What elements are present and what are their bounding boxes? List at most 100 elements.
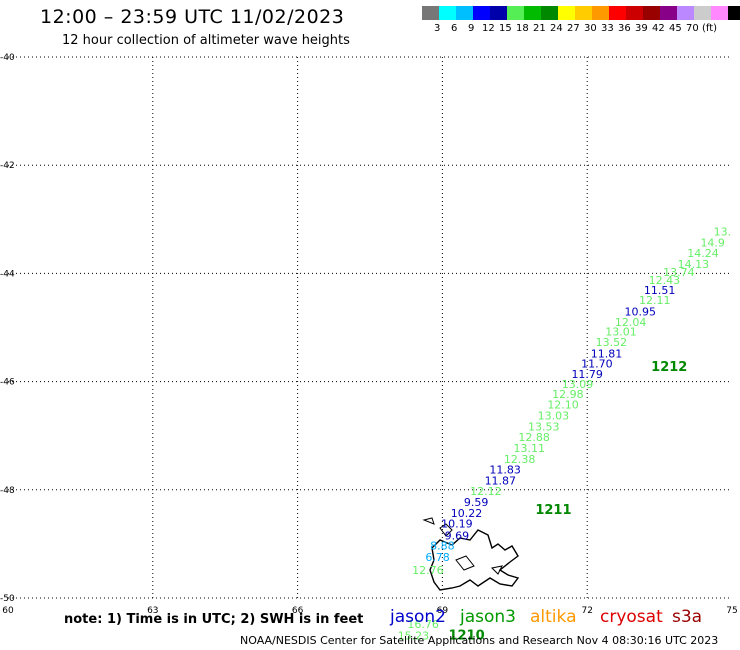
wave-height-labels: 13.14.914.2414.1313.7412.4311.5112.1110.… [398, 226, 731, 643]
wave-height-label: 8.88 [430, 539, 455, 552]
legend-tick-label: 70 [686, 23, 699, 34]
units-note: note: 1) Time is in UTC; 2) SWH is in fe… [64, 612, 364, 627]
island-detail [490, 565, 503, 575]
wave-height-label: 11.87 [485, 474, 517, 487]
wave-height-label: 11.81 [591, 347, 623, 360]
legend-tick-label: 21 [533, 23, 546, 34]
wave-height-label: 12.11 [639, 294, 671, 307]
kerguelen-island-outline [422, 517, 520, 591]
legend-tick-label: 33 [601, 23, 614, 34]
wave-height-label: 11.51 [644, 284, 676, 297]
wave-height-label: 12.76 [412, 564, 444, 577]
wave-height-label: 16.76 [407, 618, 439, 631]
wave-height-label: 12.12 [470, 485, 502, 498]
wave-height-label: 14.24 [687, 247, 719, 260]
lat-label: -46 [0, 378, 15, 388]
wave-height-label: 12.43 [649, 274, 681, 287]
wave-height-label: 13.01 [605, 326, 637, 339]
island-detail [439, 523, 453, 537]
lon-label: 60 [2, 606, 14, 616]
legend-swatch [524, 6, 541, 20]
legend-swatch [592, 6, 609, 20]
wave-height-label: 12.98 [552, 388, 584, 401]
lon-label: 63 [147, 606, 158, 616]
legend-tick-label: 15 [499, 23, 512, 34]
legend-tick-label: 27 [567, 23, 580, 34]
wave-height-label: 13.52 [596, 336, 628, 349]
legend-swatch [609, 6, 626, 20]
map-title: 12:00 – 23:59 UTC 11/02/2023 [40, 6, 345, 28]
wave-height-label: 14.9 [700, 236, 725, 249]
wave-height-label: 11.83 [489, 464, 521, 477]
legend-swatch [558, 6, 575, 20]
pass-time-label: 1211 [535, 503, 571, 518]
legend-tick-label: 12 [482, 23, 495, 34]
wave-height-label: 13.53 [528, 420, 560, 433]
legend-tick-label: 30 [584, 23, 597, 34]
wave-height-label: 11.79 [571, 368, 603, 381]
pass-time-label: 1210 [448, 629, 484, 644]
legend-tick-label: 42 [652, 23, 665, 34]
wave-height-label: 12.10 [547, 399, 579, 412]
legend-tick-label: 18 [516, 23, 529, 34]
wave-height-label: 9.69 [445, 530, 470, 543]
satellite-legend-cryosat: cryosat [600, 607, 663, 627]
satellite-legend-jason2: jason2 [390, 607, 446, 627]
legend-tick-label: 3 [434, 23, 441, 34]
lon-label: 75 [726, 606, 737, 616]
legend-swatch [575, 6, 592, 20]
legend-swatch [711, 6, 728, 20]
island-shape [429, 529, 520, 591]
legend-swatch [643, 6, 660, 20]
lon-label: 72 [581, 606, 592, 616]
legend-tick-label: 6 [451, 23, 458, 34]
legend-tick-label: 39 [635, 23, 648, 34]
pass-time-labels: 1212 1211 1210 [448, 360, 687, 644]
legend-swatch [728, 6, 740, 20]
legend-tick-label: (ft) [702, 23, 718, 34]
legend-swatch [660, 6, 677, 20]
lat-label: -42 [0, 161, 15, 171]
satellite-legend-s3a: s3a [672, 607, 703, 627]
wave-height-label: 10.95 [625, 306, 657, 319]
wave-height-label: 13.74 [663, 266, 695, 279]
credit-line: NOAA/NESDIS Center for Satellite Applica… [240, 634, 719, 647]
map-subtitle: 12 hour collection of altimeter wave hei… [62, 33, 350, 48]
lat-lon-grid [8, 56, 732, 599]
wave-height-label: 13.09 [562, 378, 594, 391]
legend-swatch [626, 6, 643, 20]
satellite-legend-altika: altika [530, 607, 577, 627]
legend-swatch [473, 6, 490, 20]
wave-height-label: 15.23 [398, 630, 430, 643]
lat-label: -40 [0, 53, 15, 63]
legend-swatch [439, 6, 456, 20]
legend-swatch [507, 6, 524, 20]
wave-height-label: 13. [714, 226, 732, 239]
satellite-legend-jason3: jason3 [460, 607, 516, 627]
legend-swatch [541, 6, 558, 20]
legend-swatch [456, 6, 473, 20]
pass-time-label: 1212 [651, 360, 687, 375]
wave-height-label: 12.38 [504, 453, 536, 466]
wave-height-label: 12.04 [615, 316, 647, 329]
wave-height-label: 13.03 [538, 409, 570, 422]
wave-height-label: 14.13 [678, 258, 710, 271]
color-legend-bar [422, 6, 740, 20]
legend-tick-label: 9 [468, 23, 475, 34]
lat-label: -44 [0, 269, 15, 279]
legend-tick-label: 45 [669, 23, 682, 34]
legend-tick-label: 24 [550, 23, 563, 34]
legend-swatch [422, 6, 439, 20]
lon-label: 66 [292, 606, 304, 616]
island-detail [422, 517, 435, 525]
lat-label: -48 [0, 486, 15, 496]
axis-labels: 60 63 66 69 72 75 -40 -42 -44 -46 -48 -50 [0, 53, 738, 616]
legend-swatch [490, 6, 507, 20]
wave-height-label: 11.70 [581, 358, 613, 371]
legend-swatch [694, 6, 711, 20]
wave-height-label: 10.22 [451, 507, 483, 520]
legend-swatch [677, 6, 694, 20]
lat-label: -50 [0, 594, 15, 604]
wave-height-label: 10.19 [441, 518, 473, 531]
